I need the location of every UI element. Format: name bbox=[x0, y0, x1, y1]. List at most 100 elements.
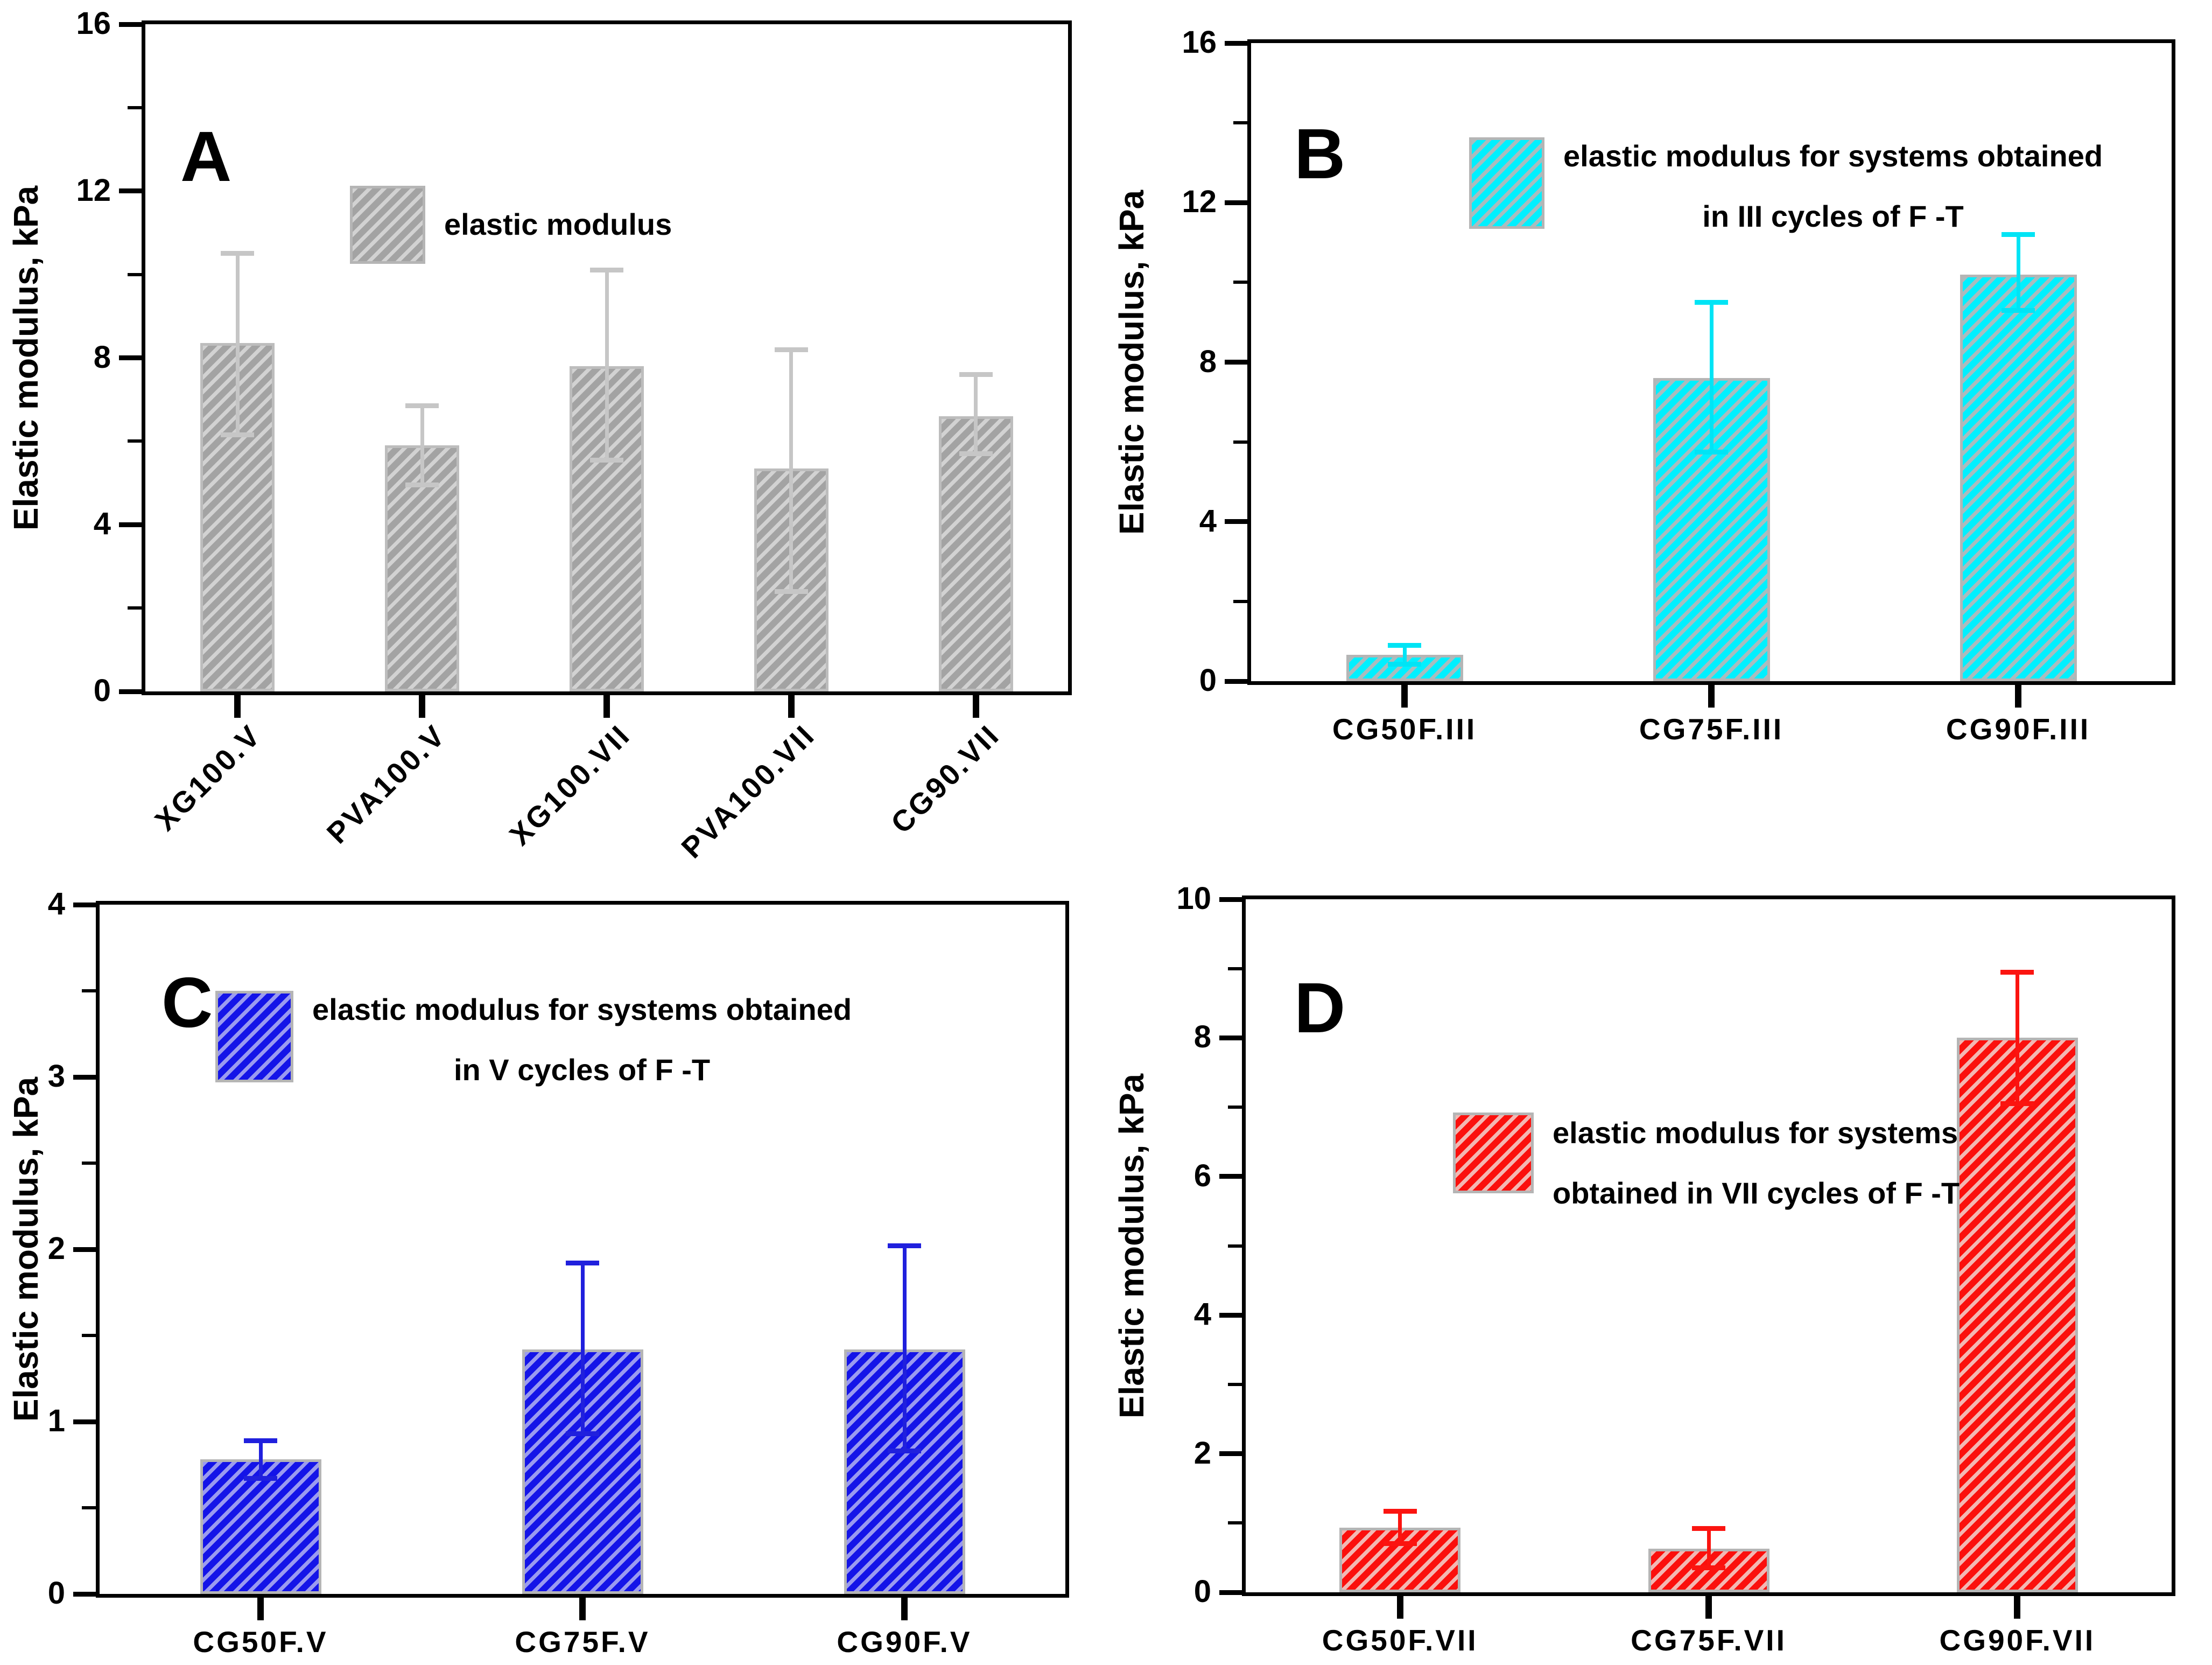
x-tick-label-cg50f-v: CG50F.V bbox=[193, 1625, 328, 1659]
panel-letter-d: D bbox=[1294, 968, 1346, 1047]
x-tick-label-cg90f-v: CG90F.V bbox=[837, 1625, 972, 1659]
error-cap-top-pva100-v bbox=[405, 403, 439, 409]
y-axis-tick-label: 12 bbox=[1182, 184, 1217, 220]
error-cap-bottom-cg90f-iii bbox=[2002, 307, 2035, 313]
y-axis-minor-tick bbox=[1233, 440, 1247, 444]
error-cap-bottom-cg90f-vii bbox=[2000, 1101, 2034, 1107]
error-cap-bottom-cg75f-iii bbox=[1695, 449, 1728, 454]
x-axis-tick-cg75f-vii bbox=[1705, 1596, 1712, 1619]
y-axis-tick-label: 16 bbox=[1182, 25, 1217, 60]
error-cap-top-cg90f-iii bbox=[2002, 232, 2035, 237]
y-axis-major-tick bbox=[73, 1591, 96, 1597]
x-axis-tick-xg100-v bbox=[234, 695, 241, 718]
error-bar-cg50f-vii bbox=[1398, 1511, 1402, 1544]
y-axis-tick-label: 8 bbox=[1199, 344, 1217, 379]
y-axis-major-tick bbox=[119, 188, 142, 194]
x-axis-tick-cg90f-v bbox=[901, 1598, 908, 1620]
error-bar-cg90f-iii bbox=[2016, 234, 2020, 311]
x-axis-tick-cg90-vii bbox=[972, 695, 979, 718]
error-bar-cg90-vii bbox=[974, 374, 978, 454]
legend-text: elastic modulus for systems obtained in V… bbox=[1553, 1118, 1960, 1208]
x-tick-label-pva100-v: PVA100.V bbox=[320, 718, 453, 850]
legend-line-1: elastic modulus bbox=[444, 207, 672, 241]
y-axis-minor-tick bbox=[1233, 281, 1247, 284]
x-tick-label-xg100-v: XG100.V bbox=[148, 718, 268, 837]
y-axis-tick-label: 8 bbox=[93, 339, 111, 375]
y-axis-major-tick bbox=[1219, 1035, 1242, 1040]
x-axis-tick-cg50f-v bbox=[257, 1598, 264, 1620]
plot-frame bbox=[1247, 39, 2175, 685]
y-axis-title: Elastic modulus, kPa bbox=[6, 185, 45, 530]
y-axis-tick-label: 10 bbox=[1176, 881, 1211, 916]
bar-cg50f-v bbox=[200, 1459, 321, 1594]
y-axis-title: Elastic modulus, kPa bbox=[1112, 190, 1151, 535]
x-axis-tick-xg100-vii bbox=[603, 695, 610, 718]
legend-swatch bbox=[1469, 137, 1544, 229]
x-tick-label-cg90f-iii: CG90F.III bbox=[1946, 712, 2091, 746]
y-axis-minor-tick bbox=[1233, 121, 1247, 125]
x-tick-label-cg90-vii: CG90.VII bbox=[884, 718, 1006, 840]
error-cap-bottom-pva100-vii bbox=[774, 589, 808, 594]
error-cap-top-pva100-vii bbox=[774, 347, 808, 352]
error-cap-bottom-cg50f-vii bbox=[1383, 1541, 1417, 1547]
y-axis-major-tick bbox=[1225, 678, 1247, 684]
error-bar-cg50f-iii bbox=[1402, 645, 1407, 664]
y-axis-minor-tick bbox=[1228, 1382, 1242, 1386]
x-tick-label-xg100-vii: XG100.VII bbox=[503, 718, 637, 852]
y-axis-major-tick bbox=[1225, 200, 1247, 205]
y-axis-tick-label: 0 bbox=[93, 673, 111, 708]
legend-line-2: in III cycles of F -T bbox=[1702, 199, 1964, 233]
y-axis-major-tick bbox=[1219, 1451, 1242, 1457]
panel-letter-a: A bbox=[180, 117, 232, 196]
y-axis-major-tick bbox=[73, 902, 96, 907]
panel-b: 0 4 8 12 16 CG50F.III CG75F.III CG90F.III elasti… bbox=[1106, 0, 2212, 832]
panel-c: 0 1 2 3 4 CG50F.V CG75F.V CG90F.V elastic modulu… bbox=[0, 832, 1106, 1665]
error-cap-top-cg75f-iii bbox=[1695, 299, 1728, 305]
x-tick-label-cg90f-vii: CG90F.VII bbox=[1939, 1624, 2096, 1657]
y-axis-minor-tick bbox=[128, 272, 142, 276]
y-axis-tick-label: 2 bbox=[47, 1231, 65, 1266]
y-axis-tick-label: 0 bbox=[1193, 1574, 1211, 1609]
panel-letter-b: B bbox=[1294, 114, 1346, 193]
plot-frame bbox=[142, 20, 1072, 695]
y-axis-major-tick bbox=[73, 1419, 96, 1424]
error-bar-cg90f-vii bbox=[2015, 972, 2019, 1104]
y-axis-tick-label: 0 bbox=[1199, 663, 1217, 698]
y-axis-tick-label: 6 bbox=[1193, 1158, 1211, 1193]
error-cap-bottom-xg100-v bbox=[221, 432, 255, 438]
error-cap-bottom-cg90-vii bbox=[959, 451, 993, 457]
x-axis-tick-cg75f-iii bbox=[1708, 685, 1715, 708]
y-axis-minor-tick bbox=[1228, 1244, 1242, 1248]
y-axis-minor-tick bbox=[82, 1162, 96, 1165]
plot-frame bbox=[96, 901, 1069, 1598]
legend-swatch bbox=[215, 991, 293, 1082]
error-cap-top-xg100-v bbox=[221, 251, 255, 256]
x-tick-label-cg50f-iii: CG50F.III bbox=[1332, 712, 1477, 746]
y-axis-tick-label: 8 bbox=[1193, 1019, 1211, 1055]
bar-cg90f-iii bbox=[1960, 274, 2077, 681]
y-axis-tick-label: 4 bbox=[47, 886, 65, 921]
y-axis-major-tick bbox=[1225, 519, 1247, 524]
y-axis-minor-tick bbox=[1233, 599, 1247, 603]
bar-cg90f-vii bbox=[1956, 1038, 2078, 1592]
error-cap-bottom-pva100-v bbox=[405, 482, 439, 488]
y-axis-minor-tick bbox=[128, 439, 142, 443]
bar-cg90-vii bbox=[938, 416, 1013, 691]
error-cap-top-cg50f-vii bbox=[1383, 1508, 1417, 1514]
y-axis-major-tick bbox=[119, 22, 142, 27]
x-tick-label-cg75f-iii: CG75F.III bbox=[1639, 712, 1784, 746]
y-axis-minor-tick bbox=[82, 989, 96, 992]
error-cap-bottom-cg50f-iii bbox=[1388, 662, 1421, 667]
x-tick-label-cg75f-v: CG75F.V bbox=[515, 1625, 650, 1659]
x-axis-tick-cg50f-vii bbox=[1396, 1596, 1403, 1619]
legend-swatch bbox=[350, 186, 425, 264]
error-bar-cg90f-v bbox=[902, 1246, 907, 1451]
legend-line-1: elastic modulus for systems bbox=[1553, 1116, 1958, 1150]
legend-line-2: in V cycles of F -T bbox=[453, 1053, 711, 1087]
y-axis-major-tick bbox=[1225, 40, 1247, 46]
error-cap-top-cg75f-v bbox=[566, 1261, 599, 1266]
error-bar-cg75f-vii bbox=[1707, 1528, 1711, 1568]
error-cap-bottom-cg90f-v bbox=[888, 1448, 921, 1453]
panel-d: 0 2 4 6 8 10 CG50F.VII CG75F.VII CG90F.VII elasti… bbox=[1106, 832, 2212, 1665]
